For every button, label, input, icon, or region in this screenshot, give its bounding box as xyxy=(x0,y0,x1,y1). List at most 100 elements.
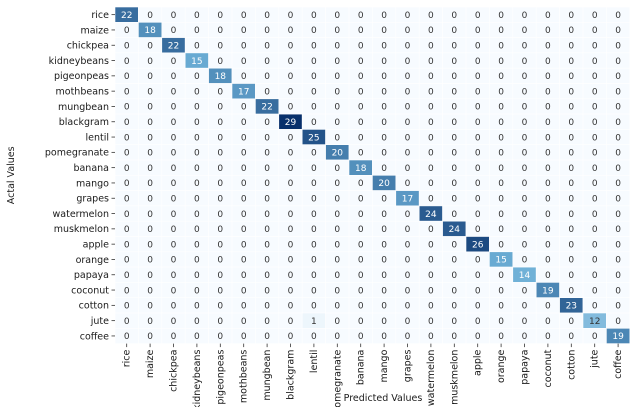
cell-value-label: 0 xyxy=(381,41,387,51)
cell-value-label: 0 xyxy=(522,179,528,189)
cell-value-label: 0 xyxy=(264,72,270,82)
cell-value-label: 0 xyxy=(522,103,528,113)
cell-value-label: 0 xyxy=(171,302,177,312)
cell-value-label: 0 xyxy=(522,332,528,342)
cell-value-label: 0 xyxy=(171,210,177,220)
cell-value-label: 0 xyxy=(264,225,270,235)
cell-value-label: 0 xyxy=(147,149,153,159)
cell-value-label: 0 xyxy=(381,57,387,67)
cell-value-label: 0 xyxy=(288,210,294,220)
cell-value-label: 0 xyxy=(405,118,411,128)
cell-value-label: 0 xyxy=(311,26,317,36)
cell-value-label: 0 xyxy=(381,225,387,235)
cell-value-label: 0 xyxy=(311,194,317,204)
cell-value-label: 0 xyxy=(171,87,177,97)
cell-value-label: 0 xyxy=(522,302,528,312)
cell-value-label: 0 xyxy=(498,317,504,327)
cell-value-label: 0 xyxy=(475,179,481,189)
cell-value-label: 0 xyxy=(451,26,457,36)
cell-value-label: 0 xyxy=(405,72,411,82)
cell-value-label: 0 xyxy=(147,240,153,250)
cell-value-label: 0 xyxy=(311,103,317,113)
cell-value-label: 0 xyxy=(264,179,270,189)
cell-value-label: 0 xyxy=(358,332,364,342)
cell-value-label: 0 xyxy=(264,240,270,250)
cell-value-label: 0 xyxy=(568,87,574,97)
cell-value-label: 0 xyxy=(124,41,130,51)
cell-value-label: 0 xyxy=(147,302,153,312)
cell-value-label: 0 xyxy=(358,194,364,204)
cell-value-label: 0 xyxy=(615,225,621,235)
cell-value-label: 0 xyxy=(451,72,457,82)
cell-value-label: 0 xyxy=(428,72,434,82)
cell-value-label: 0 xyxy=(475,332,481,342)
cell-value-label: 0 xyxy=(358,302,364,312)
cell-value-label: 0 xyxy=(334,133,340,143)
cell-value-label: 0 xyxy=(288,256,294,266)
cell-value-label: 0 xyxy=(194,332,200,342)
cell-value-label: 0 xyxy=(241,118,247,128)
cell-value-label: 0 xyxy=(568,72,574,82)
cell-value-label: 0 xyxy=(147,225,153,235)
cell-value-label: 0 xyxy=(311,332,317,342)
cell-value-label: 0 xyxy=(592,11,598,21)
cell-value-label: 0 xyxy=(194,103,200,113)
cell-value-label: 0 xyxy=(498,133,504,143)
cell-value-label: 0 xyxy=(147,103,153,113)
y-tick-label: rice xyxy=(91,10,109,21)
cell-value-label: 0 xyxy=(311,164,317,174)
cell-value-label: 0 xyxy=(264,149,270,159)
cell-value-label: 0 xyxy=(264,57,270,67)
cell-value-label: 0 xyxy=(592,302,598,312)
cell-value-label: 0 xyxy=(522,225,528,235)
cell-value-label: 0 xyxy=(288,41,294,51)
cell-value-label: 0 xyxy=(615,87,621,97)
cell-value-label: 0 xyxy=(405,164,411,174)
cell-value-label: 0 xyxy=(241,26,247,36)
cell-value-label: 0 xyxy=(545,164,551,174)
cell-value-label: 0 xyxy=(288,317,294,327)
cell-value-label: 0 xyxy=(615,302,621,312)
cell-value-label: 0 xyxy=(568,118,574,128)
cell-value-label: 0 xyxy=(405,179,411,189)
x-tick-label: mango xyxy=(379,349,390,382)
cell-value-label: 0 xyxy=(358,118,364,128)
cell-value-label: 0 xyxy=(358,72,364,82)
cell-value-label: 0 xyxy=(358,225,364,235)
cell-value-label: 0 xyxy=(381,317,387,327)
cell-value-label: 0 xyxy=(568,286,574,296)
cell-value-label: 0 xyxy=(264,87,270,97)
cell-value-label: 0 xyxy=(334,256,340,266)
cell-value-label: 19 xyxy=(542,286,554,296)
cell-value-label: 0 xyxy=(568,164,574,174)
cell-value-label: 0 xyxy=(522,26,528,36)
x-axis-label: Predicted Values xyxy=(344,393,423,404)
x-tick-label: watermelon xyxy=(426,350,437,406)
cell-value-label: 0 xyxy=(171,26,177,36)
x-tick-label: rice xyxy=(122,349,133,367)
cell-value-label: 0 xyxy=(358,103,364,113)
x-tick-label: pigeonpeas xyxy=(215,350,226,405)
cell-value-label: 0 xyxy=(358,26,364,36)
heatmap-cell xyxy=(606,327,631,344)
cell-value-label: 0 xyxy=(217,179,223,189)
x-tick-label: blackgram xyxy=(286,350,297,400)
cell-value-label: 0 xyxy=(124,317,130,327)
cell-value-label: 0 xyxy=(592,210,598,220)
cell-value-label: 0 xyxy=(194,240,200,250)
cell-value-label: 0 xyxy=(124,118,130,128)
cell-value-label: 0 xyxy=(615,164,621,174)
y-tick-label: coconut xyxy=(71,285,109,296)
cell-value-label: 0 xyxy=(381,194,387,204)
cell-value-label: 0 xyxy=(545,11,551,21)
cell-value-label: 0 xyxy=(568,210,574,220)
cell-value-label: 0 xyxy=(311,225,317,235)
cell-value-label: 0 xyxy=(568,103,574,113)
cell-value-label: 0 xyxy=(428,317,434,327)
cell-value-label: 0 xyxy=(381,118,387,128)
cell-value-label: 0 xyxy=(147,72,153,82)
y-tick-label: lentil xyxy=(85,132,109,143)
cell-value-label: 0 xyxy=(498,41,504,51)
cell-value-label: 0 xyxy=(358,271,364,281)
y-tick-label: jute xyxy=(90,316,109,327)
